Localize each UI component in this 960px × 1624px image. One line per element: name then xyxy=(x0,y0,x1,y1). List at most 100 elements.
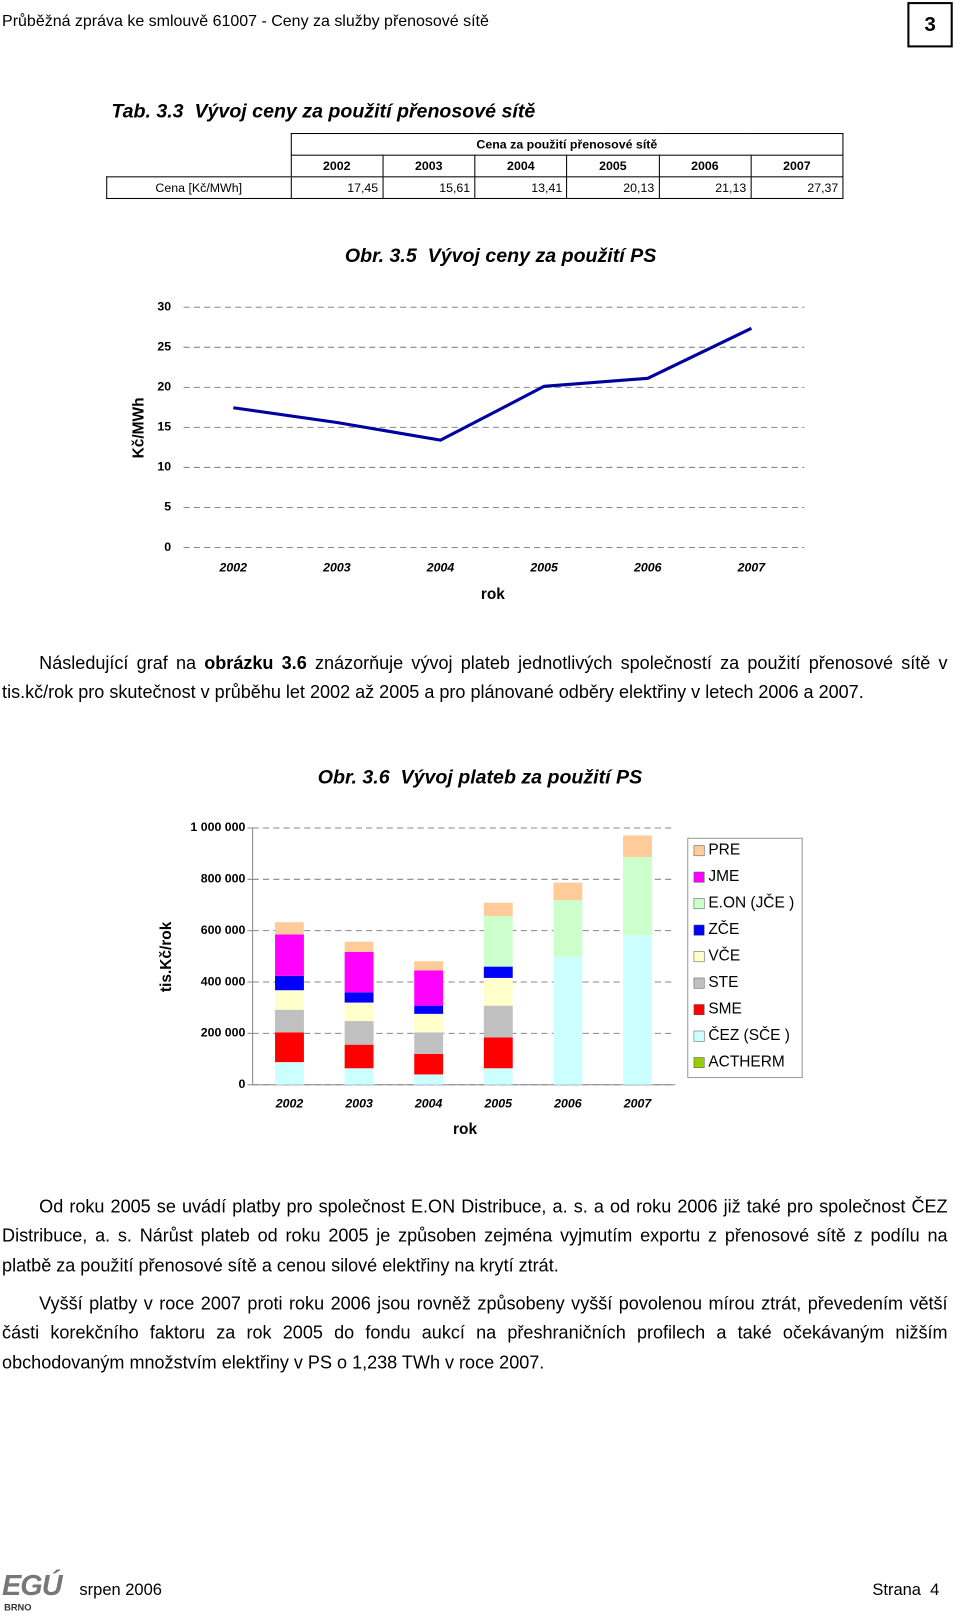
chart-title: Obr. 3.6 Vývoj plateb za použití PS xyxy=(317,767,643,789)
text: obrázku 3.6 xyxy=(204,652,307,674)
legend-swatch xyxy=(693,1057,705,1069)
column-header: 2003 xyxy=(382,154,476,178)
table-cell: 13,41 xyxy=(474,176,568,200)
bar-segment xyxy=(483,902,513,917)
y-tick-label: 800 000 xyxy=(201,872,246,886)
legend-label: ZČE xyxy=(708,921,739,938)
bar-segment xyxy=(414,1005,444,1014)
bar-segment xyxy=(275,975,304,991)
paragraph: Od roku 2005 se uvádí platby pro společn… xyxy=(2,1192,948,1280)
table-cell: 20,13 xyxy=(566,176,660,200)
y-tick-label: 200 000 xyxy=(201,1026,246,1040)
x-tick-label: 2006 xyxy=(553,1097,582,1111)
x-tick-label: 2004 xyxy=(426,560,455,574)
table-row: Cena za použití přenosové sítě xyxy=(107,133,844,156)
bar-segment xyxy=(553,882,583,901)
column-header: 2004 xyxy=(474,154,568,178)
header-title: Průběžná zpráva ke smlouvě 61007 - Ceny … xyxy=(2,12,489,30)
table-cell xyxy=(106,155,292,177)
bar-segment xyxy=(623,856,652,936)
x-tick-label: 2006 xyxy=(633,560,662,574)
group-header: Cena za použití přenosové sítě xyxy=(290,133,844,156)
x-tick-label: 2007 xyxy=(623,1097,653,1111)
x-tick-label: 2005 xyxy=(484,1097,514,1111)
legend-label: PRE xyxy=(708,842,740,859)
column-header: 2005 xyxy=(566,154,660,178)
table-caption: Tab. 3.3 Vývoj ceny za použití přenosové… xyxy=(111,101,536,123)
legend-swatch xyxy=(693,871,705,883)
logo-sub: BRNO xyxy=(4,1602,32,1613)
bar-segment xyxy=(344,1044,374,1069)
x-axis-label: rok xyxy=(453,1121,477,1138)
legend-label: SME xyxy=(708,1001,742,1018)
bar-segment xyxy=(483,1068,513,1085)
y-tick-label: 0 xyxy=(239,1077,246,1091)
y-tick-label: 5 xyxy=(164,500,171,514)
logo: EGÚ xyxy=(2,1569,63,1602)
table-row: Cena [Kč/MWh] 17,45 15,61 13,41 20,13 21,13 2… xyxy=(106,176,844,200)
bar-segment xyxy=(275,934,304,976)
bar-segment xyxy=(623,935,652,1085)
chapter-number: 3 xyxy=(907,2,953,48)
table-cell xyxy=(107,134,291,156)
x-axis-label: rok xyxy=(481,586,505,603)
y-tick-label: 30 xyxy=(157,300,171,314)
bar-segment xyxy=(344,1002,374,1022)
legend-swatch xyxy=(693,898,705,910)
legend-label: VČE xyxy=(708,948,740,965)
bar-segment xyxy=(483,966,513,978)
legend-swatch xyxy=(693,924,705,936)
legend-label: JME xyxy=(708,868,739,885)
paragraph: Vyšší platby v roce 2007 proti roku 2006… xyxy=(2,1289,948,1377)
y-tick-label: 15 xyxy=(157,420,171,434)
y-tick-label: 10 xyxy=(157,460,171,474)
legend-swatch xyxy=(693,1030,705,1042)
bar-segment xyxy=(623,835,652,857)
bar-segment xyxy=(275,922,304,935)
legend-swatch xyxy=(693,977,705,989)
y-tick-label: 400 000 xyxy=(201,974,246,988)
y-tick-label: 1 000 000 xyxy=(190,820,245,834)
bar-segment xyxy=(553,900,583,957)
bar-segment xyxy=(414,970,444,1006)
line-chart: Kč/MWh rok 0 5 10 15 20 25 30 2002 2003 2004 2005 2… xyxy=(130,300,805,603)
bar-segment xyxy=(275,990,304,1010)
bar-segment xyxy=(414,1032,444,1054)
text: Následující graf na xyxy=(39,652,205,674)
x-tick-label: 2007 xyxy=(737,560,767,574)
bar-segment xyxy=(275,1032,304,1063)
bar-segment xyxy=(414,1013,444,1033)
bar-segment xyxy=(553,956,583,1085)
bar-segment xyxy=(344,941,374,952)
table-row: 2002 2003 2004 2005 2006 2007 xyxy=(106,154,844,178)
row-label: Cena [Kč/MWh] xyxy=(106,176,292,200)
legend-label: STE xyxy=(708,974,738,991)
table-cell: 17,45 xyxy=(290,176,384,200)
text: znázorňuje vývoj plateb jednotlivých spo… xyxy=(2,652,948,703)
paragraph-text: Od roku 2005 se uvádí platby pro společn… xyxy=(2,1196,948,1276)
y-tick-label: 25 xyxy=(157,340,171,354)
bar-segment xyxy=(344,1021,374,1045)
legend-box xyxy=(687,837,803,1079)
bar-segment xyxy=(344,951,374,993)
table-cell: 21,13 xyxy=(658,176,752,200)
y-axis-label: tis.Kč/rok xyxy=(158,921,175,992)
x-tick-label: 2003 xyxy=(344,1097,373,1111)
price-table: Cena za použití přenosové sítě 2002 2003 2… xyxy=(106,133,844,200)
bar-segment xyxy=(414,961,444,971)
x-tick-label: 2002 xyxy=(275,1097,304,1111)
legend-swatch xyxy=(693,1004,705,1016)
legend-label: ACTHERM xyxy=(708,1054,784,1071)
bar-segment xyxy=(414,1053,444,1075)
bar-segment xyxy=(344,1068,374,1085)
paragraph-text: Následující graf na obrázku 3.6 znázorňu… xyxy=(2,649,948,707)
data-line xyxy=(233,326,753,442)
legend-swatch xyxy=(693,951,705,963)
paragraph-text: Vyšší platby v roce 2007 proti roku 2006… xyxy=(2,1292,948,1372)
legend-label: E.ON (JČE ) xyxy=(708,895,794,912)
chart-title: Obr. 3.5 Vývoj ceny za použití PS xyxy=(344,245,657,268)
y-tick-label: 20 xyxy=(157,380,171,394)
x-tick-label: 2003 xyxy=(322,560,351,574)
table-cell: 27,37 xyxy=(750,176,844,200)
